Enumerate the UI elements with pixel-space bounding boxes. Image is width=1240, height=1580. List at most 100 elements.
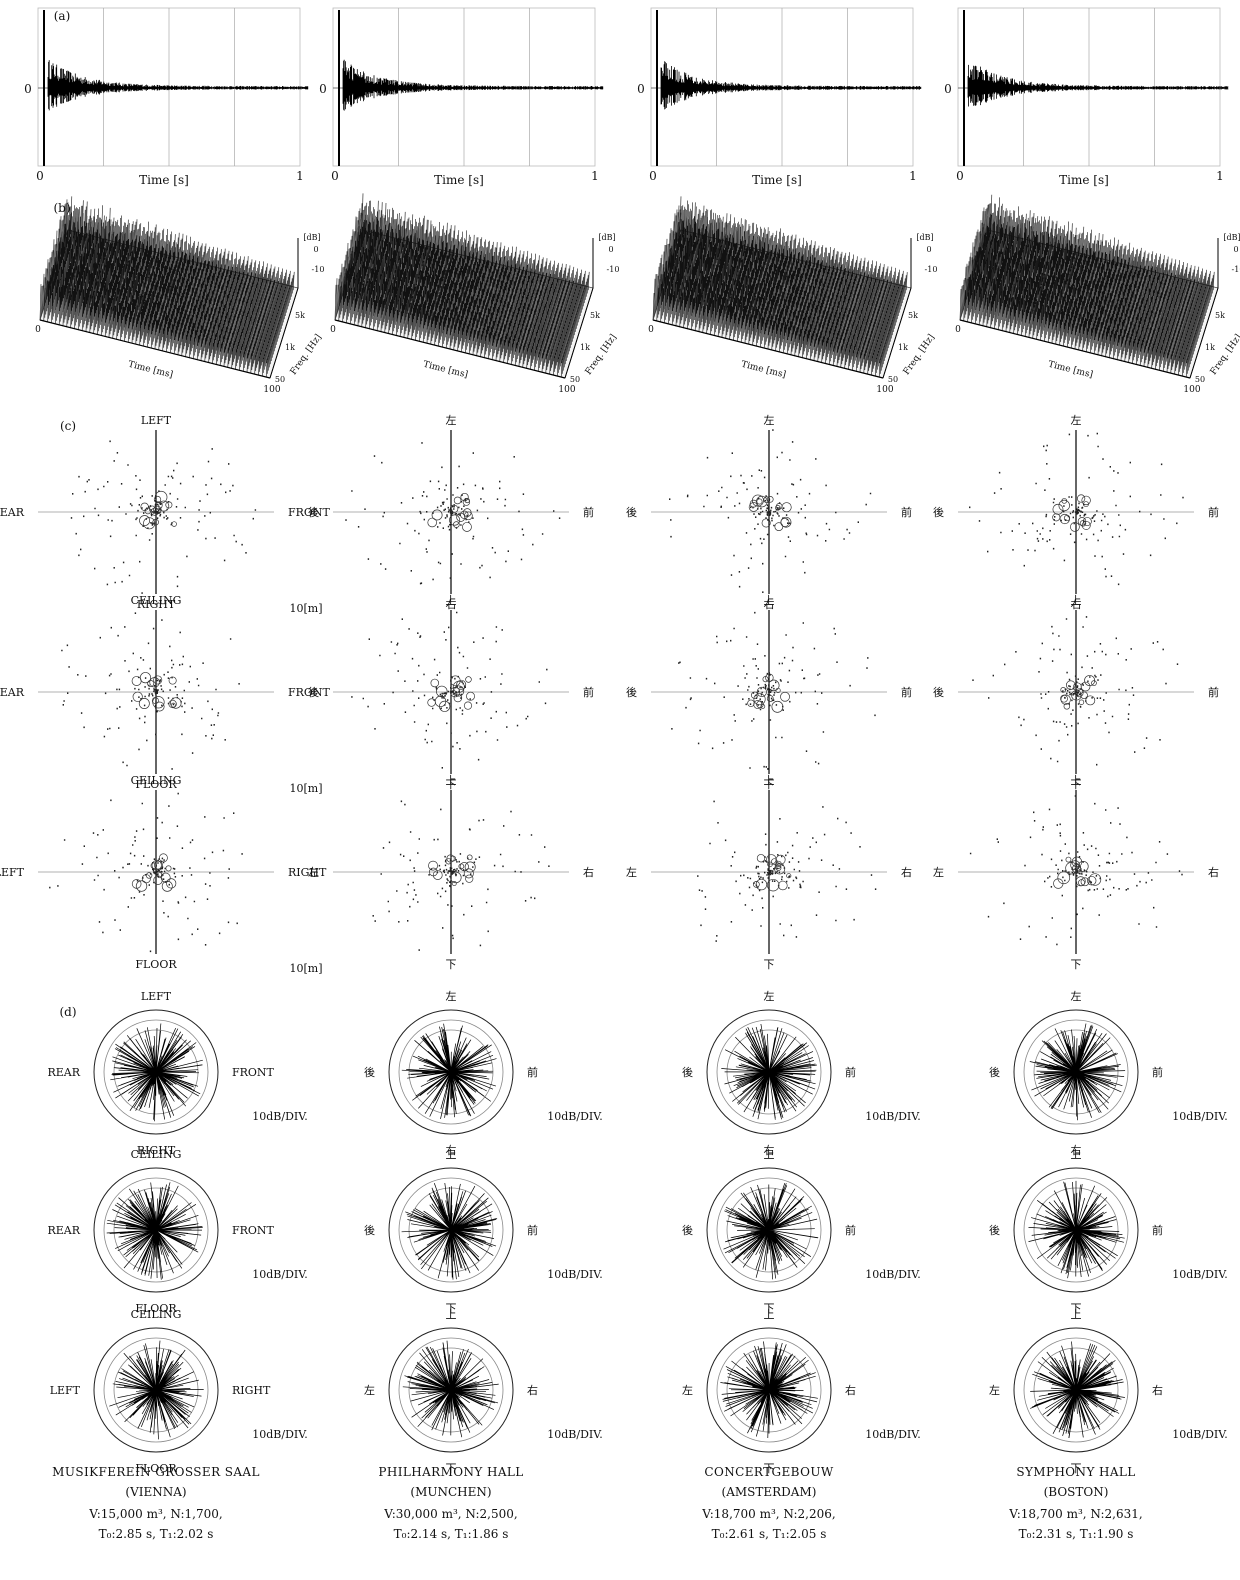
- polar-top-label: 左: [446, 990, 457, 1003]
- waterfall-freq-tick: 5k: [908, 311, 918, 320]
- waterfall-time-start: 0: [648, 325, 654, 335]
- time-axis-label: Time [s]: [139, 173, 189, 187]
- waterfall-db1: -10: [925, 265, 938, 274]
- waterfall-time-start: 0: [955, 325, 961, 335]
- polar-right-label: 前: [1152, 1065, 1163, 1079]
- hall-name: SYMPHONY HALL: [1016, 1465, 1135, 1479]
- scale-db-label: 10dB/DIV.: [252, 1428, 308, 1441]
- polar-bottom-label: 下: [764, 1462, 775, 1475]
- polar-top-label: 上: [1071, 1148, 1082, 1161]
- hall-volume-seats: V:18,700 m³, N:2,631,: [1008, 1507, 1142, 1521]
- scale-db-label: 10dB/DIV.: [865, 1110, 921, 1123]
- plane-left-label: 後: [933, 505, 944, 519]
- polar-plane-2: 上下 後 前 10dB/DIV.: [682, 1148, 921, 1315]
- polar-top-label: CEILING: [131, 1148, 182, 1161]
- panel-label-a: (a): [54, 9, 71, 23]
- scale-meter-label: 10[m]: [289, 962, 322, 975]
- polar-top-label: LEFT: [141, 990, 172, 1003]
- polar-top-label: 上: [446, 1308, 457, 1321]
- plane-right-label: 前: [583, 685, 594, 699]
- waterfall-time-end: 100: [263, 385, 280, 395]
- polar-bottom-label: 右: [764, 1143, 775, 1157]
- polar-top-label: CEILING: [131, 1308, 182, 1321]
- scale-db-label: 10dB/DIV.: [865, 1268, 921, 1281]
- polar-left-label: 左: [682, 1384, 693, 1397]
- scatter-plane-3: 上下左右: [933, 774, 1219, 971]
- polar-plane-2: CEILING FLOOR REAR FRONT 10dB/DIV.: [47, 1148, 307, 1315]
- x-end-label: 1: [591, 169, 599, 183]
- plane-bottom-label: 右: [446, 597, 457, 611]
- scale-db-label: 10dB/DIV.: [252, 1110, 308, 1123]
- polar-top-label: 左: [1071, 990, 1082, 1003]
- plane-top-label: CEILING: [131, 774, 182, 787]
- waterfall-freq-label: Freq. [Hz]: [902, 333, 937, 377]
- waterfall-time-label: Time [ms]: [127, 360, 174, 381]
- plane-left-label: LEFT: [0, 866, 25, 879]
- time-axis-label: Time [s]: [1059, 173, 1109, 187]
- waterfall-freq-tick: 5k: [590, 311, 600, 320]
- plane-top-label: LEFT: [141, 414, 172, 427]
- scatter-plane-3: 上下左右: [626, 774, 912, 971]
- impulse-response-boston: 0 0 1 Time [s]: [944, 7, 1229, 187]
- x-end-label: 1: [1216, 169, 1224, 183]
- waterfall-time-end: 100: [558, 385, 575, 395]
- polar-bottom-label: 右: [1071, 1143, 1082, 1157]
- polar-plane-1: 左右 後 前 10dB/DIV.: [682, 990, 921, 1157]
- waterfall-db1: -10: [1232, 265, 1240, 274]
- panel-label-c: (c): [60, 419, 76, 433]
- hall-reverb-times: T₀:2.31 s, T₁:1.90 s: [1019, 1527, 1134, 1541]
- plane-bottom-label: 下: [764, 958, 775, 971]
- waterfall-time-label: Time [ms]: [422, 360, 469, 381]
- polar-plane-3: CEILING FLOOR LEFT RIGHT 10dB/DIV.: [50, 1308, 308, 1475]
- polar-left-label: REAR: [47, 1066, 80, 1079]
- hall-name: PHILHARMONY HALL: [378, 1465, 523, 1479]
- waterfall-time-end: 100: [876, 385, 893, 395]
- scatter-plane-1: 左右 後 前: [626, 414, 912, 611]
- scale-db-label: 10dB/DIV.: [547, 1110, 603, 1123]
- plane-top-label: 上: [764, 594, 775, 607]
- waterfall-time-end: 100: [1183, 385, 1200, 395]
- x-end-label: 1: [909, 169, 917, 183]
- waterfall-db1: -10: [607, 265, 620, 274]
- hall-column-munchen: 0 0 1 Time [s] 0 100 Time [ms] Freq. [Hz] 50 1k 5k…: [308, 7, 620, 1541]
- plane-right-label: 前: [901, 505, 912, 519]
- polar-top-label: 上: [764, 1308, 775, 1321]
- polar-right-label: 右: [1152, 1383, 1163, 1397]
- x-start-label: 0: [649, 169, 657, 183]
- plane-bottom-label: 下: [1071, 778, 1082, 791]
- waterfall-db-label: [dB]: [916, 233, 933, 242]
- plane-left-label: 後: [308, 505, 319, 519]
- polar-left-label: REAR: [47, 1224, 80, 1237]
- waterfall-freq-tick: 1k: [285, 343, 295, 352]
- polar-right-label: 前: [845, 1223, 856, 1237]
- time-axis-label: Time [s]: [752, 173, 802, 187]
- waterfall-db1: -10: [312, 265, 325, 274]
- plane-left-label: REAR: [0, 686, 25, 699]
- plane-right-label: 前: [901, 685, 912, 699]
- plane-right-label: 右: [583, 865, 594, 879]
- scale-db-label: 10dB/DIV.: [252, 1268, 308, 1281]
- waterfall-freq-tick: 5k: [295, 311, 305, 320]
- x-start-label: 0: [36, 169, 44, 183]
- panel-label-d: (d): [59, 1005, 76, 1019]
- polar-bottom-label: 下: [764, 1302, 775, 1315]
- polar-left-label: 左: [364, 1384, 375, 1397]
- waterfall-freq-label: Freq. [Hz]: [1209, 333, 1240, 377]
- waterfall-freq-label: Freq. [Hz]: [289, 333, 324, 377]
- polar-right-label: FRONT: [232, 1066, 275, 1079]
- polar-bottom-label: RIGHT: [137, 1144, 176, 1157]
- polar-plane-2: 上下 後 前 10dB/DIV.: [989, 1148, 1228, 1315]
- polar-plane-1: LEFT RIGHT REAR FRONT 10dB/DIV.: [47, 990, 307, 1157]
- x-start-label: 0: [956, 169, 964, 183]
- hall-reverb-times: T₀:2.85 s, T₁:2.02 s: [99, 1527, 214, 1541]
- plane-bottom-label: RIGHT: [137, 598, 176, 611]
- polar-left-label: 後: [682, 1223, 693, 1237]
- plane-right-label: 右: [1208, 865, 1219, 879]
- plane-bottom-label: 右: [764, 597, 775, 611]
- plane-right-label: 前: [1208, 685, 1219, 699]
- polar-plane-1: 左右 後 前 10dB/DIV.: [364, 990, 603, 1157]
- plane-left-label: 後: [308, 685, 319, 699]
- plane-top-label: 上: [1071, 774, 1082, 787]
